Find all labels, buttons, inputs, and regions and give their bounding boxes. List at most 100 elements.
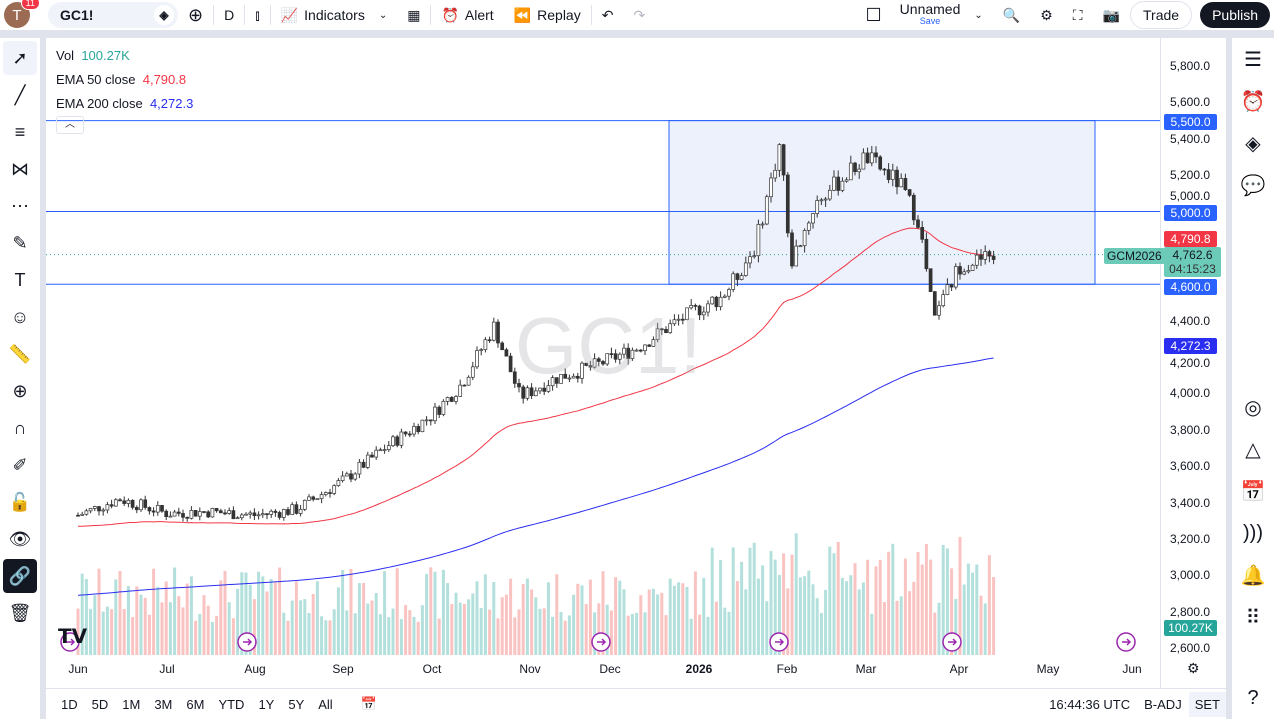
replay-button[interactable]: ⏪ Replay: [504, 0, 591, 30]
alerts-button[interactable]: ⏰: [1232, 80, 1274, 122]
tech-button[interactable]: ◎: [1232, 386, 1274, 428]
candle-body: [638, 349, 643, 352]
chart-type-button[interactable]: ⫾: [245, 0, 269, 30]
avatar[interactable]: T 11: [4, 0, 40, 28]
collapse-legend-button[interactable]: ︿: [56, 116, 84, 134]
volume-bar: [647, 589, 651, 655]
volume-bar: [383, 571, 387, 655]
candle-body: [735, 273, 740, 280]
cursor-tool[interactable]: ➚: [3, 41, 37, 75]
range-5y[interactable]: 5Y: [288, 696, 305, 712]
range-5d[interactable]: 5D: [91, 696, 109, 712]
range-1m[interactable]: 1M: [122, 696, 141, 712]
sync-tool[interactable]: 🔗: [3, 559, 37, 593]
trade-button[interactable]: Trade: [1130, 1, 1193, 29]
ideas-button[interactable]: △: [1232, 428, 1274, 470]
badj-button[interactable]: B-ADJ: [1144, 696, 1182, 712]
fullscreen-button[interactable]: ⛶: [1063, 0, 1093, 30]
forecast-icon: ⋯: [11, 195, 29, 216]
candle-body: [462, 384, 467, 387]
notifications-button[interactable]: 🔔: [1232, 554, 1274, 596]
bottom-toolbar: 1D 5D 1M 3M 6M YTD 1Y 5Y All 📅 16:44:36 …: [46, 688, 1226, 719]
hide-tool[interactable]: 👁: [3, 522, 37, 556]
alert-button[interactable]: ⏰ Alert: [431, 0, 503, 30]
volume-bar: [458, 602, 462, 655]
forecast-tool[interactable]: ⋯: [3, 189, 37, 223]
delete-tool[interactable]: 🗑: [3, 596, 37, 630]
volume-bar: [282, 612, 286, 655]
range-all[interactable]: All: [318, 696, 333, 712]
layers-button[interactable]: ◈: [1232, 122, 1274, 164]
alarm-icon: ⏰: [1240, 90, 1266, 113]
settings-button[interactable]: ⚙: [1030, 0, 1063, 30]
arrow-icon: [66, 638, 76, 646]
brush-tool[interactable]: ✎: [3, 226, 37, 260]
snapshot-button[interactable]: 📷: [1093, 0, 1130, 30]
apps-button[interactable]: ⠿: [1232, 596, 1274, 638]
chevron-down-icon[interactable]: ⌄: [378, 9, 388, 21]
pattern-tool[interactable]: ⋈: [3, 152, 37, 186]
compare-button[interactable]: ⊕: [178, 0, 213, 30]
range-1d[interactable]: 1D: [61, 696, 78, 712]
zoom-tool[interactable]: ⊕: [3, 374, 37, 408]
volume-bar: [572, 594, 576, 655]
volume-bar: [803, 576, 807, 655]
measure-tool[interactable]: 📏: [3, 337, 37, 371]
volume-bar: [84, 579, 88, 655]
hline-5500-label: 5,500.0: [1164, 114, 1217, 130]
candle-body: [286, 509, 290, 515]
trendline-tool[interactable]: ╱: [3, 78, 37, 112]
diamond-icon[interactable]: ◈: [154, 5, 174, 25]
quick-search-button[interactable]: 🔍: [993, 0, 1030, 30]
magnet-tool[interactable]: ∩: [3, 411, 37, 445]
fib-tool[interactable]: ≡: [3, 115, 37, 149]
timezone-settings-icon[interactable]: ⚙: [1187, 660, 1200, 676]
lock-tool[interactable]: 🔓: [3, 485, 37, 519]
time-tick: Jul: [159, 662, 175, 676]
volume-bar: [147, 614, 151, 655]
ema50-line: [77, 227, 994, 527]
volume-bar: [370, 600, 374, 655]
clock[interactable]: 16:44:36 UTC: [1049, 696, 1131, 712]
emoji-tool[interactable]: ☺: [3, 300, 37, 334]
volume-bar: [672, 585, 676, 655]
fib-icon: ≡: [14, 121, 26, 142]
range-1y[interactable]: 1Y: [258, 696, 275, 712]
tradingview-logo[interactable]: 𝗧𝗩: [58, 626, 88, 648]
trendline-icon: ╱: [14, 84, 26, 105]
range-6m[interactable]: 6M: [186, 696, 205, 712]
interval-button[interactable]: D: [214, 0, 244, 30]
volume-bar: [660, 592, 664, 655]
stay-drawing-tool[interactable]: ✐: [3, 448, 37, 482]
symbol-search[interactable]: GC1! ◈: [48, 2, 178, 28]
volume-bar: [80, 573, 84, 655]
help-button[interactable]: ?: [1232, 677, 1274, 719]
calendar-button[interactable]: 📅: [1232, 470, 1274, 512]
range-3m[interactable]: 3M: [154, 696, 173, 712]
redo-button[interactable]: ↷: [623, 0, 655, 30]
search-icon: 🔍: [1002, 6, 1021, 23]
range-ytd[interactable]: YTD: [218, 696, 245, 712]
goto-date-button[interactable]: 📅: [354, 696, 384, 712]
watchlist-button[interactable]: ☰: [1232, 38, 1274, 80]
alarm-icon: ⏰: [441, 6, 459, 23]
undo-button[interactable]: ↶: [592, 0, 624, 30]
indicators-button[interactable]: 📈 Indicators ⌄: [271, 0, 398, 30]
price-tick: 5,800.0: [1170, 59, 1211, 73]
news-button[interactable]: ))): [1232, 512, 1274, 554]
publish-button[interactable]: Publish: [1200, 2, 1270, 28]
candle-body: [147, 507, 152, 512]
volume-bar: [950, 568, 954, 655]
indicators-icon: 📈: [280, 6, 299, 23]
volume-bar: [668, 578, 672, 655]
session-button[interactable]: SET: [1188, 691, 1226, 717]
candle-body: [588, 365, 593, 368]
layout-button[interactable]: ☐ Unnamed Save ⌄: [856, 0, 993, 30]
symbol-watermark: GC1!: [515, 301, 702, 390]
text-tool[interactable]: T: [3, 263, 37, 297]
chat-button[interactable]: 💬: [1232, 164, 1274, 206]
templates-button[interactable]: ▦: [397, 0, 430, 30]
candle-body: [235, 517, 240, 520]
volume-bar: [198, 613, 202, 655]
